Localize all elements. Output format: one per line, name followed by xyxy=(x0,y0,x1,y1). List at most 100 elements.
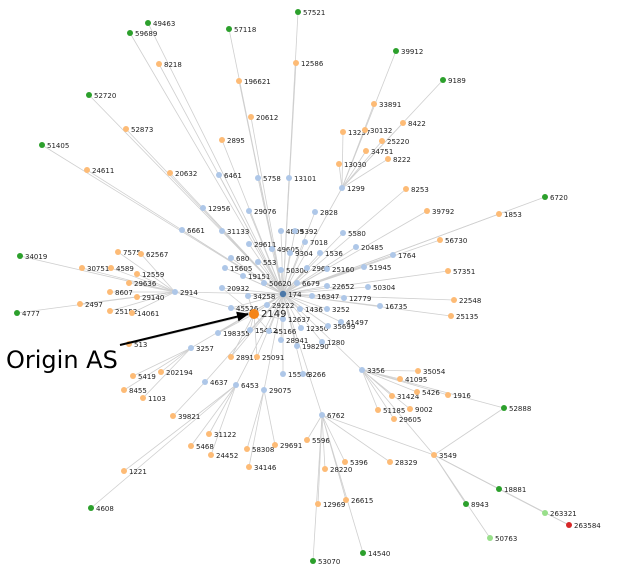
node-circle[interactable] xyxy=(319,412,325,418)
node-as-25091[interactable]: 25091 xyxy=(254,354,284,362)
node-circle[interactable] xyxy=(437,237,443,243)
node-circle[interactable] xyxy=(294,280,300,286)
node-circle[interactable] xyxy=(542,510,548,516)
node-as-1436[interactable]: 1436 xyxy=(297,306,323,314)
node-as-57521[interactable]: 57521 xyxy=(295,9,325,17)
node-circle[interactable] xyxy=(248,114,254,120)
node-circle[interactable] xyxy=(158,369,164,375)
node-as-26615[interactable]: 26615 xyxy=(343,497,373,505)
node-circle[interactable] xyxy=(403,186,409,192)
node-as-16347[interactable]: 16347 xyxy=(309,293,339,301)
node-circle[interactable] xyxy=(246,208,252,214)
node-as-6453[interactable]: 6453 xyxy=(233,382,259,390)
node-as-5596[interactable]: 5596 xyxy=(304,437,330,445)
node-as-5426[interactable]: 5426 xyxy=(414,389,440,397)
node-as-45526[interactable]: 45526 xyxy=(228,305,259,313)
node-circle[interactable] xyxy=(379,138,385,144)
node-circle[interactable] xyxy=(325,323,331,329)
node-circle[interactable] xyxy=(297,306,303,312)
node-circle[interactable] xyxy=(542,194,548,200)
node-as-2497[interactable]: 2497 xyxy=(77,301,103,309)
node-as-28220[interactable]: 28220 xyxy=(322,466,352,474)
node-circle[interactable] xyxy=(140,395,146,401)
node-as-5396[interactable]: 5396 xyxy=(342,459,368,467)
node-as-13101[interactable]: 13101 xyxy=(286,175,316,183)
node-circle[interactable] xyxy=(362,127,368,133)
node-circle[interactable] xyxy=(501,405,507,411)
node-circle[interactable] xyxy=(440,77,446,83)
node-as-680[interactable]: 680 xyxy=(228,255,249,263)
node-circle[interactable] xyxy=(269,246,275,252)
node-circle[interactable] xyxy=(359,367,365,373)
node-as-12637[interactable]: 12637 xyxy=(280,316,310,324)
node-circle[interactable] xyxy=(246,464,252,470)
node-as-58308[interactable]: 58308 xyxy=(244,446,274,454)
node-as-57118[interactable]: 57118 xyxy=(226,26,256,34)
node-circle[interactable] xyxy=(172,289,178,295)
node-circle[interactable] xyxy=(339,185,345,191)
node-circle[interactable] xyxy=(377,303,383,309)
node-circle[interactable] xyxy=(261,280,267,286)
node-circle[interactable] xyxy=(496,486,502,492)
node-as-59689[interactable]: 59689 xyxy=(127,30,157,38)
node-as-31424[interactable]: 31424 xyxy=(389,393,420,401)
node-circle[interactable] xyxy=(414,389,420,395)
node-as-51185[interactable]: 51185 xyxy=(375,407,405,415)
node-circle[interactable] xyxy=(304,265,310,271)
node-circle[interactable] xyxy=(121,468,127,474)
node-as-12350[interactable]: 12350 xyxy=(298,325,328,333)
node-as-24452[interactable]: 24452 xyxy=(208,452,238,460)
node-circle[interactable] xyxy=(127,30,133,36)
node-circle[interactable] xyxy=(255,175,261,181)
node-circle[interactable] xyxy=(246,241,252,247)
node-circle[interactable] xyxy=(240,273,246,279)
node-circle[interactable] xyxy=(389,393,395,399)
node-as-1280[interactable]: 1280 xyxy=(319,339,345,347)
node-circle[interactable] xyxy=(88,505,94,511)
node-circle[interactable] xyxy=(390,252,396,258)
node-circle[interactable] xyxy=(496,211,502,217)
node-as-1853[interactable]: 1853 xyxy=(496,211,522,219)
node-circle[interactable] xyxy=(236,78,242,84)
node-as-50620[interactable]: 50620 xyxy=(261,280,291,288)
node-as-50304[interactable]: 50304 xyxy=(365,284,396,292)
node-as-4777[interactable]: 4777 xyxy=(14,310,40,318)
node-circle[interactable] xyxy=(134,294,140,300)
node-as-5468[interactable]: 5468 xyxy=(188,443,214,451)
node-circle[interactable] xyxy=(219,228,225,234)
node-as-30132[interactable]: 30132 xyxy=(362,127,392,135)
node-circle[interactable] xyxy=(129,310,135,316)
node-as-1916[interactable]: 1916 xyxy=(445,392,471,400)
node-as-8222[interactable]: 8222 xyxy=(385,156,411,164)
node-circle[interactable] xyxy=(385,156,391,162)
node-as-28329[interactable]: 28329 xyxy=(387,459,417,467)
node-circle[interactable] xyxy=(249,309,259,319)
node-circle[interactable] xyxy=(126,280,132,286)
node-circle[interactable] xyxy=(294,343,300,349)
node-as-2828[interactable]: 2828 xyxy=(312,209,338,217)
node-as-62567[interactable]: 62567 xyxy=(138,251,168,259)
node-circle[interactable] xyxy=(400,120,406,126)
node-as-202194[interactable]: 202194 xyxy=(158,369,193,377)
node-circle[interactable] xyxy=(342,459,348,465)
node-circle[interactable] xyxy=(123,126,129,132)
node-as-5580[interactable]: 5580 xyxy=(340,230,366,238)
node-as-8607[interactable]: 8607 xyxy=(107,289,133,297)
node-as-2895[interactable]: 2895 xyxy=(219,137,245,145)
node-as-39792[interactable]: 39792 xyxy=(424,208,454,216)
node-as-22548[interactable]: 22548 xyxy=(451,297,481,305)
node-circle[interactable] xyxy=(445,268,451,274)
node-circle[interactable] xyxy=(287,250,293,256)
node-as-4608[interactable]: 4608 xyxy=(88,505,114,513)
node-circle[interactable] xyxy=(312,209,318,215)
node-as-52720[interactable]: 52720 xyxy=(86,92,116,100)
node-circle[interactable] xyxy=(286,175,292,181)
node-as-8943[interactable]: 8943 xyxy=(463,501,489,509)
node-circle[interactable] xyxy=(266,328,272,334)
node-as-29075[interactable]: 29075 xyxy=(261,387,291,395)
node-circle[interactable] xyxy=(361,264,367,270)
node-circle[interactable] xyxy=(219,285,225,291)
node-as-29691[interactable]: 29691 xyxy=(272,442,302,450)
node-circle[interactable] xyxy=(130,373,136,379)
node-circle[interactable] xyxy=(451,297,457,303)
